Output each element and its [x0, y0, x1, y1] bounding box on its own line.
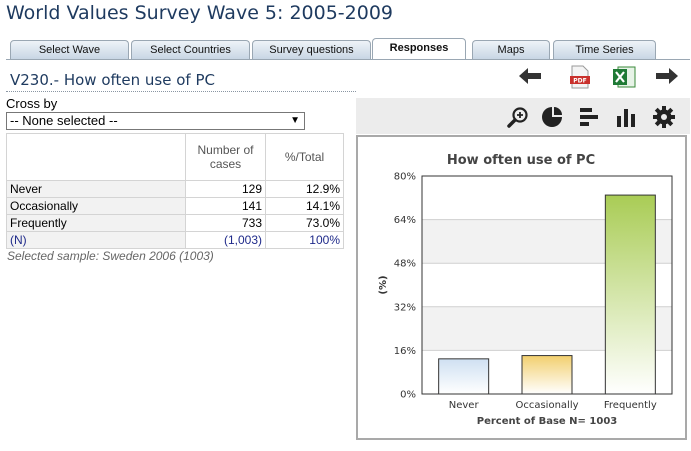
tab-select-wave[interactable]: Select Wave — [10, 40, 129, 59]
table-row: Occasionally 141 14.1% — [6, 197, 344, 215]
row-percent: 14.1% — [265, 197, 344, 215]
chart-panel: How often use of PC 0% 16% 32% 48% 64% 80% Neve… — [356, 135, 687, 440]
table-corner-cell — [6, 133, 186, 181]
table-header-row: Number of cases %/Total — [6, 133, 344, 181]
crossby-label: Cross by — [6, 96, 58, 111]
vertical-bar-icon[interactable] — [614, 105, 638, 129]
row-label: (N) — [6, 231, 186, 249]
x-tick-label: Never — [449, 400, 480, 411]
title-underline — [6, 91, 356, 92]
pie-chart-icon[interactable] — [540, 105, 564, 129]
chart-title: How often use of PC — [447, 153, 595, 168]
page-title: World Values Survey Wave 5: 2005-2009 — [6, 2, 394, 24]
row-cases: 733 — [185, 214, 266, 232]
y-tick-label: 64% — [394, 215, 416, 226]
table-row-total: (N) (1,003) 100% — [6, 231, 344, 249]
y-tick-label: 80% — [394, 172, 416, 183]
row-label: Never — [6, 180, 186, 198]
chevron-down-icon: ▼ — [290, 115, 300, 126]
horizontal-bar-icon[interactable] — [577, 105, 601, 129]
arrow-left-icon[interactable] — [517, 65, 543, 87]
y-axis-label: (%) — [378, 275, 389, 294]
header-number-of-cases: Number of cases — [185, 133, 266, 181]
crossby-select[interactable]: -- None selected -- ▼ — [6, 112, 305, 130]
tab-survey-questions[interactable]: Survey questions — [252, 40, 371, 59]
gear-icon[interactable] — [652, 105, 676, 129]
y-tick-label: 32% — [394, 302, 416, 313]
sample-note: Selected sample: Sweden 2006 (1003) — [7, 249, 214, 263]
bar-chart: How often use of PC 0% 16% 32% 48% 64% 80% Neve… — [378, 153, 673, 427]
tab-time-series[interactable]: Time Series — [553, 40, 656, 59]
bar — [604, 194, 656, 395]
crossby-selected-value: -- None selected -- — [10, 113, 118, 128]
question-title: V230.- How often use of PC — [10, 71, 215, 89]
header-percent-total: %/Total — [265, 133, 344, 181]
zoom-in-icon[interactable] — [506, 105, 530, 129]
x-tick-label: Frequently — [604, 400, 657, 411]
x-tick-label: Occasionally — [515, 400, 578, 411]
row-percent: 73.0% — [265, 214, 344, 232]
y-tick-label: 0% — [400, 390, 416, 401]
pdf-icon[interactable]: PDF — [568, 64, 592, 90]
table-row: Frequently 733 73.0% — [6, 214, 344, 232]
row-label: Occasionally — [6, 197, 186, 215]
row-cases: (1,003) — [185, 231, 266, 249]
tab-responses[interactable]: Responses — [372, 38, 466, 59]
arrow-right-icon[interactable] — [654, 65, 680, 87]
row-percent: 12.9% — [265, 180, 344, 198]
chart-toolbar — [356, 98, 690, 134]
excel-icon[interactable] — [611, 64, 637, 90]
x-axis-label: Percent of Base N= 1003 — [477, 416, 618, 427]
results-table: Number of cases %/Total Never 129 12.9% … — [6, 133, 344, 249]
row-percent: 100% — [265, 231, 344, 249]
bar — [521, 355, 573, 395]
y-tick-label: 16% — [394, 346, 416, 357]
tab-maps[interactable]: Maps — [472, 40, 550, 59]
tab-select-countries[interactable]: Select Countries — [131, 40, 250, 59]
row-cases: 141 — [185, 197, 266, 215]
tab-divider — [6, 59, 690, 60]
row-cases: 129 — [185, 180, 266, 198]
bar — [438, 358, 490, 395]
y-tick-label: 48% — [394, 259, 416, 270]
svg-text:PDF: PDF — [573, 78, 586, 85]
tab-bar: Select Wave Select Countries Survey ques… — [10, 38, 690, 60]
row-label: Frequently — [6, 214, 186, 232]
table-row: Never 129 12.9% — [6, 180, 344, 198]
